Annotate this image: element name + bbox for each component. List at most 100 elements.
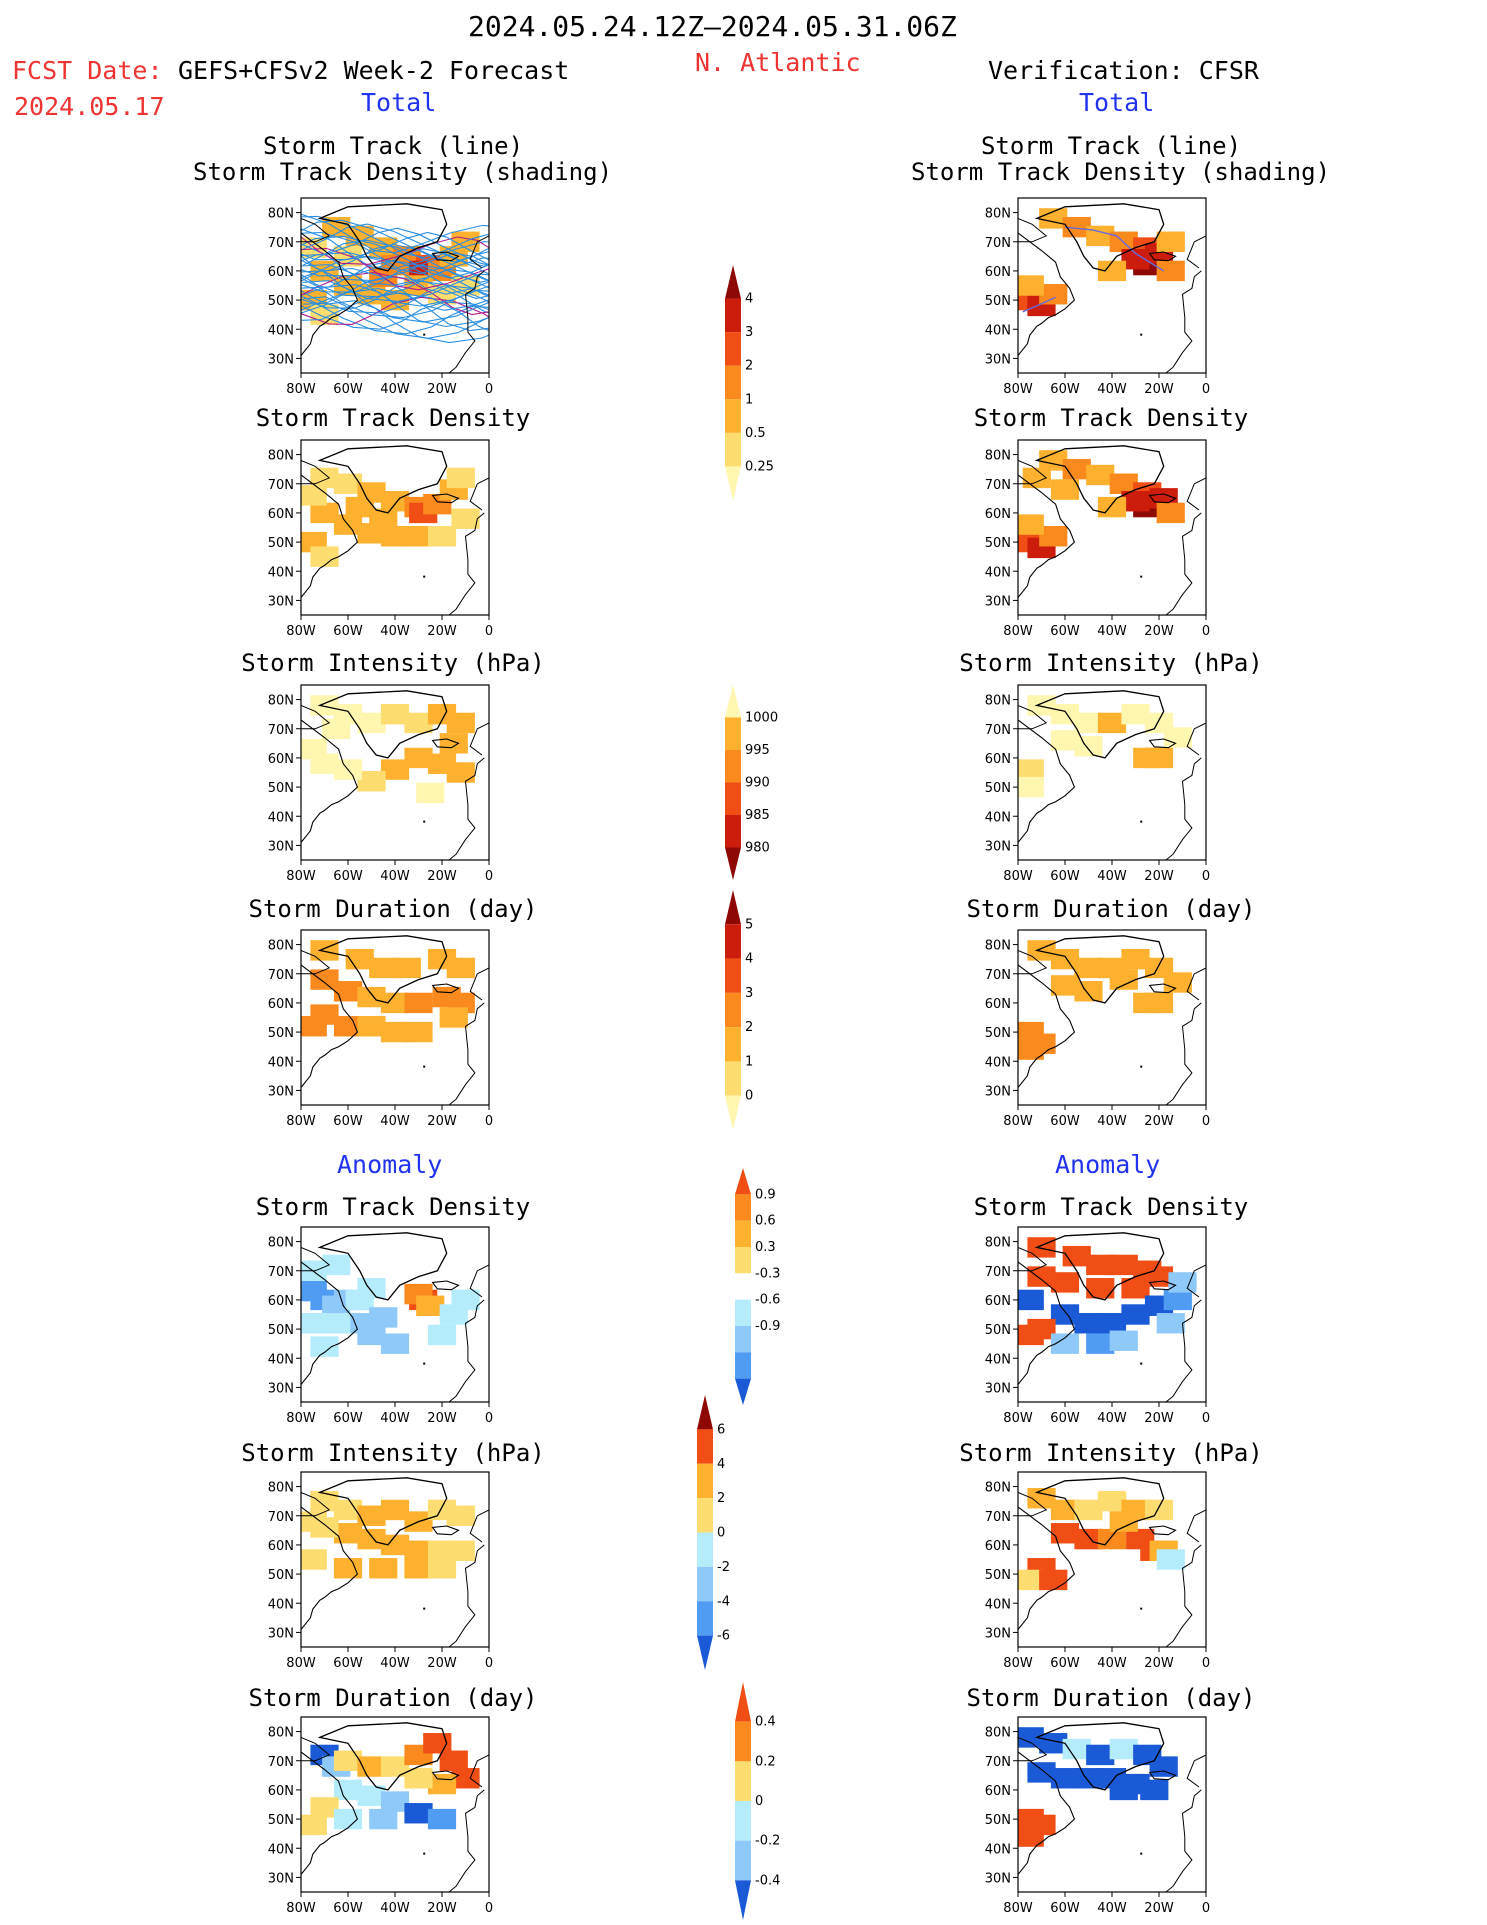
lon-tick-label: 80W [286, 382, 316, 397]
total-label-right: Total [1079, 88, 1155, 117]
ensemble-track-line [301, 288, 489, 332]
colorbar-label: 0.25 [745, 459, 774, 474]
shading-layer [301, 690, 489, 860]
europe-coastline [1165, 512, 1202, 615]
shading-layer [301, 445, 489, 615]
colorbar-label: 0 [717, 1526, 725, 1541]
shading-cell [369, 1808, 398, 1830]
title-intensity-left: Storm Intensity (hPa) [241, 649, 545, 677]
shading-layer [301, 1722, 489, 1892]
shading-cell [333, 1779, 363, 1801]
lat-tick-label: 30N [268, 1381, 294, 1396]
region-label: N. Atlantic [695, 48, 861, 77]
iceland-coastline [1148, 493, 1177, 504]
iceland-coastline [431, 251, 460, 262]
shading-cell [380, 1499, 410, 1521]
lat-tick-label: 40N [268, 1352, 294, 1367]
colorbar-label: 4 [745, 292, 753, 307]
anomaly-label-right: Anomaly [1055, 1150, 1161, 1179]
shading-layer [301, 1477, 489, 1647]
scandinavia-coastline [1186, 1754, 1206, 1788]
colorbar-label: 1 [745, 1054, 753, 1069]
lon-tick-label: 20W [427, 1114, 457, 1129]
lon-tick-label: 20W [427, 869, 457, 884]
colorbar-label: -4 [717, 1594, 730, 1609]
lat-tick-label: 30N [985, 594, 1011, 609]
lon-tick-label: 40W [380, 1411, 410, 1426]
shading-cell [1027, 1237, 1056, 1258]
colorbar-segment [697, 1532, 713, 1567]
shading-cell [1050, 1499, 1080, 1521]
scandinavia-coastline [469, 722, 489, 756]
lon-tick-label: 0 [485, 1411, 493, 1426]
lon-tick-label: 0 [1202, 869, 1210, 884]
lon-tick-label: 20W [427, 624, 457, 639]
scandinavia-coastline [469, 477, 489, 511]
lon-tick-label: 40W [380, 1114, 410, 1129]
lat-tick-label: 40N [985, 1055, 1011, 1070]
azores-dot [1140, 575, 1143, 578]
colorbar-label: 4 [745, 952, 753, 967]
ensemble-track-line [301, 300, 489, 344]
shading-cell [1086, 1278, 1115, 1299]
lat-tick-label: 50N [985, 294, 1011, 309]
shading-cell [1144, 747, 1174, 769]
europe-coastline [1165, 270, 1202, 373]
north-america-coastline [301, 1261, 359, 1385]
forecast-model: GEFS+CFSv2 Week-2 Forecast [178, 56, 570, 85]
north-america-coastline [1018, 1751, 1076, 1875]
lat-tick-label: 70N [268, 236, 294, 251]
colorbar-segment [735, 1194, 751, 1221]
azores-dot [1140, 1362, 1143, 1365]
lat-tick-label: 50N [985, 1813, 1011, 1828]
iceland-coastline [1148, 1525, 1177, 1536]
lat-tick-label: 70N [985, 1265, 1011, 1280]
shading-cell [1074, 1528, 1103, 1550]
shading-cell [1097, 496, 1127, 518]
lat-tick-label: 50N [268, 294, 294, 309]
scandinavia-coastline [469, 1754, 489, 1788]
lon-tick-label: 0 [1202, 382, 1210, 397]
title-anom-intensity-left: Storm Intensity (hPa) [241, 1439, 545, 1467]
lat-tick-label: 80N [268, 207, 294, 222]
colorbar-segment [725, 815, 741, 848]
shading-cell [446, 1540, 475, 1561]
shading-cell [380, 1791, 410, 1812]
shading-cell [1097, 260, 1127, 282]
greenland-coastline [317, 1722, 448, 1791]
lat-tick-label: 80N [985, 207, 1011, 222]
shading-cell [1022, 467, 1051, 489]
azores-dot [423, 1065, 426, 1068]
lat-tick-label: 60N [268, 1294, 294, 1309]
map-panel-verification-total-duration: 80W 60W 40W 20W 0 80N 70N 60N 50N 40N 30N [985, 929, 1210, 1129]
shading-layer [1018, 445, 1206, 615]
colorbar-segment [725, 1061, 741, 1096]
lat-tick-label: 40N [985, 565, 1011, 580]
lon-tick-label: 60W [333, 869, 363, 884]
shading-cell [1018, 275, 1044, 296]
shading-cell [1050, 479, 1080, 500]
lon-tick-label: 0 [485, 1656, 493, 1671]
colorbar-end-triangle [725, 685, 741, 718]
europe-coastline [448, 1002, 485, 1105]
title-density-right: Storm Track Density [973, 404, 1249, 432]
shading-cell [451, 1289, 480, 1311]
title-duration-left: Storm Duration (day) [248, 895, 538, 923]
colorbar-label: -0.4 [755, 1873, 780, 1888]
shading-cell [446, 467, 475, 489]
colorbar-label: -0.6 [755, 1293, 780, 1308]
lon-tick-label: 20W [427, 1901, 457, 1916]
shading-cell [439, 733, 468, 754]
lat-tick-label: 40N [268, 1597, 294, 1612]
iceland-coastline [431, 1770, 460, 1781]
shading-cell [310, 969, 339, 990]
colorbar-segment [725, 365, 741, 400]
lon-tick-label: 20W [427, 1656, 457, 1671]
shading-layer [1018, 1232, 1206, 1402]
iceland-coastline [431, 738, 460, 749]
arctic-islands-coastline [1018, 704, 1048, 730]
lon-tick-label: 80W [1003, 869, 1033, 884]
shading-cell [310, 1797, 339, 1818]
colorbar-cb3: 5 4 3 2 1 0 [725, 890, 753, 1130]
shading-cell [1018, 1569, 1044, 1591]
